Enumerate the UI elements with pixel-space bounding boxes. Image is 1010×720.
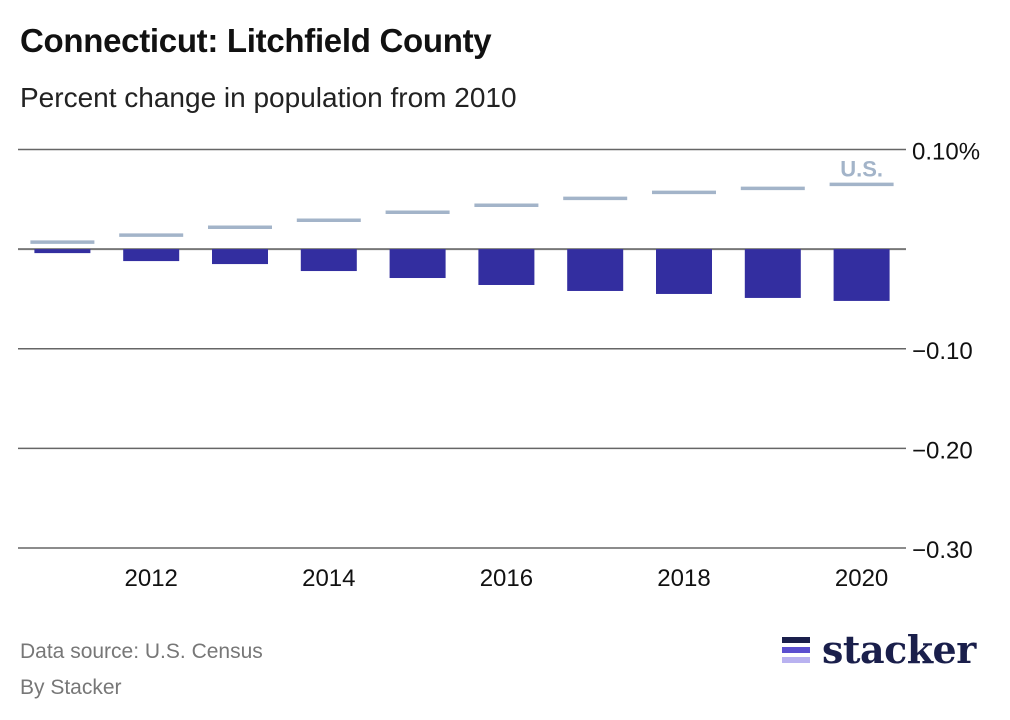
- x-tick-label: 2016: [480, 565, 533, 592]
- y-tick-label: −0.30: [912, 537, 973, 564]
- bar-2019: [744, 249, 801, 298]
- bar-2016: [478, 249, 535, 285]
- chart-subtitle: Percent change in population from 2010: [20, 82, 517, 113]
- stacker-logo-icon: [782, 636, 810, 663]
- byline: By Stacker: [20, 676, 122, 699]
- chart: 0.10% −0.10 −0.20 −0.30 U.S. 2012 2014 2016 2018…: [18, 139, 980, 592]
- bar-2015: [389, 249, 446, 279]
- y-tick-label: 0.10%: [912, 139, 980, 166]
- bar-2017: [567, 249, 624, 291]
- bar-2020: [833, 249, 890, 301]
- chart-title: Connecticut: Litchfield County: [20, 22, 492, 59]
- y-tick-label: −0.20: [912, 437, 973, 464]
- bar-2013: [212, 249, 268, 265]
- y-tick-label: −0.10: [912, 338, 973, 365]
- bar-2014: [300, 249, 357, 272]
- data-source: Data source: U.S. Census: [20, 640, 263, 663]
- bar-2012: [123, 249, 180, 262]
- x-tick-label: 2012: [125, 565, 178, 592]
- bar-2011: [34, 249, 91, 254]
- stacker-logo-text: stacker: [822, 627, 976, 672]
- x-tick-label: 2018: [657, 565, 710, 592]
- us-legend-label: U.S.: [840, 156, 883, 181]
- bar-2018: [656, 249, 712, 294]
- x-tick-label: 2020: [835, 565, 888, 592]
- stacker-logo: stacker: [780, 627, 976, 672]
- x-tick-label: 2014: [302, 565, 355, 592]
